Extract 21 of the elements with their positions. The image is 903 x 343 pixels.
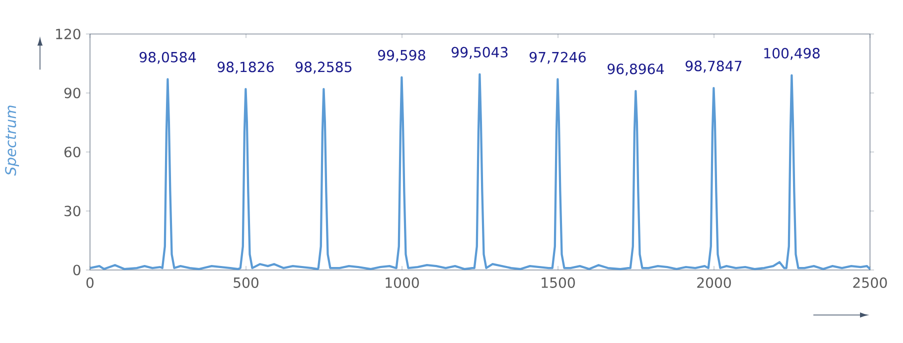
annotation: 98,2585: [296, 62, 352, 74]
annotation: 100,498: [764, 48, 820, 60]
y-tick-label: 0: [73, 264, 80, 276]
x-tick-label: 2000: [697, 277, 731, 288]
y-tick-label: 60: [64, 146, 80, 158]
annotation: 99,5043: [452, 46, 508, 59]
x-tick-label: 1500: [542, 277, 575, 288]
y-tick-label: 90: [64, 88, 80, 98]
x-tick-label: 0: [86, 277, 94, 288]
y-axis-title: Spectrum: [5, 106, 19, 176]
annotation: 98,0584: [140, 52, 196, 64]
y-tick-label: 30: [64, 206, 80, 216]
annotation: 98,1826: [218, 62, 274, 74]
annotation: 97,7246: [530, 52, 586, 64]
annotation: 99,598: [378, 50, 426, 62]
annotation: 96,8964: [608, 64, 664, 76]
annotation: 98,7847: [686, 60, 742, 73]
y-tick-label: 120: [56, 28, 80, 40]
x-tick-label: 1000: [386, 277, 419, 288]
x-tick-label: 500: [234, 277, 258, 288]
x-tick-label: 2500: [853, 277, 887, 288]
